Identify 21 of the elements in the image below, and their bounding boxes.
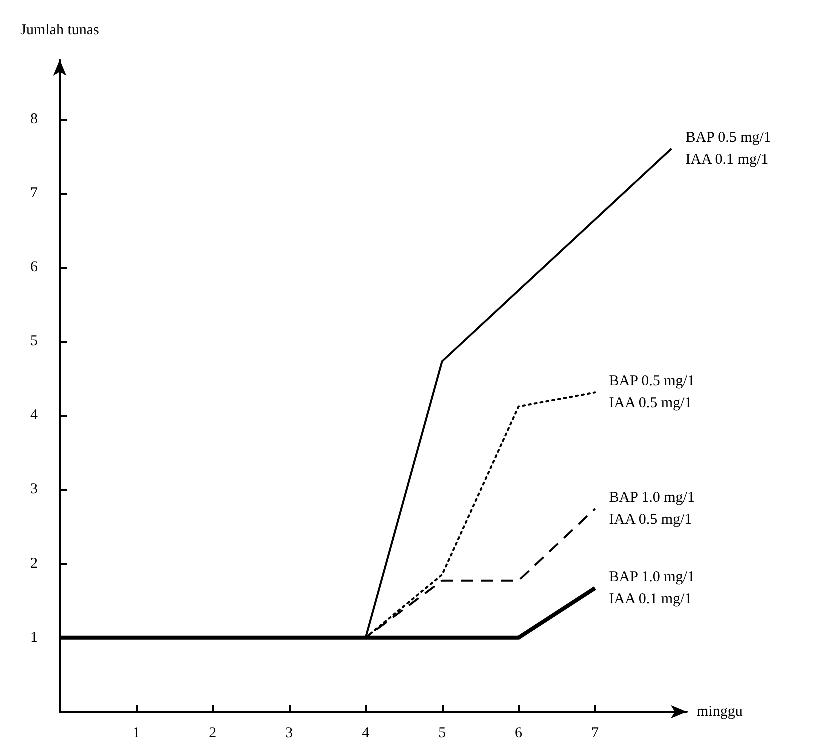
x-tick-label: 5	[438, 726, 446, 742]
y-tick-label: 3	[30, 482, 38, 498]
series-label: BAP 0.5 mg/1 IAA 0.1 mg/1	[686, 130, 772, 168]
y-tick-label: 4	[30, 408, 38, 424]
y-tick-label: 8	[30, 111, 38, 128]
y-axis-title: Jumlah tunas	[20, 22, 100, 38]
y-tick-label: 5	[30, 334, 38, 350]
series-label: BAP 0.5 mg/1 IAA 0.5 mg/1	[609, 374, 695, 412]
y-tick-label: 2	[30, 556, 38, 572]
y-tick-label: 6	[30, 259, 38, 276]
x-tick-label: 1	[132, 726, 140, 742]
x-tick-label: 7	[591, 726, 600, 742]
x-tick-label: 6	[515, 726, 524, 742]
y-tick-label: 7	[30, 185, 38, 202]
series-label: BAP 1.0 mg/1 IAA 0.5 mg/1	[609, 490, 695, 528]
x-axis-title: minggu	[697, 704, 744, 720]
x-tick-label: 3	[286, 726, 294, 742]
series-label: BAP 1.0 mg/1 IAA 0.1 mg/1	[609, 569, 695, 608]
y-tick-label: 1	[30, 630, 38, 646]
x-tick-label: 2	[209, 726, 217, 742]
x-tick-label: 4	[362, 726, 370, 742]
